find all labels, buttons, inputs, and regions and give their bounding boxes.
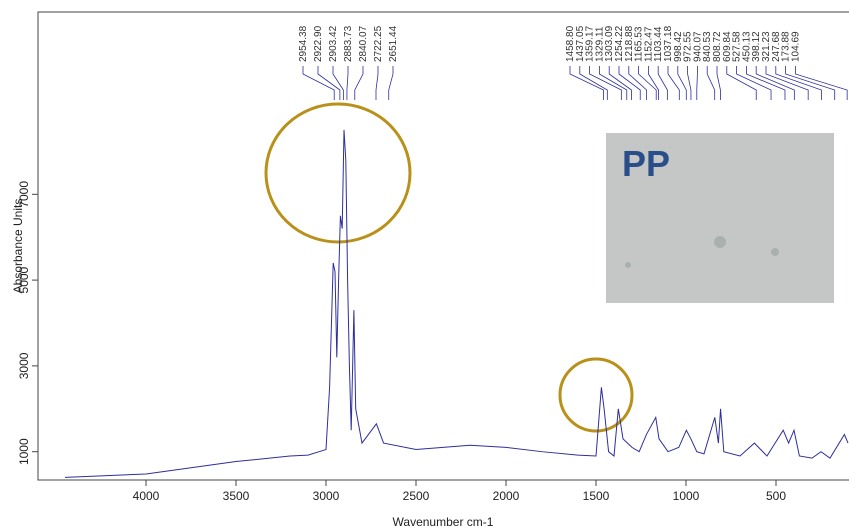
peak-leader: [579, 66, 608, 100]
x-tick-label: 1000: [673, 489, 700, 503]
peak-leader: [648, 66, 659, 100]
peak-label: 1103.44: [653, 26, 664, 62]
inset-speck: [771, 248, 779, 256]
peak-label: 609.84: [722, 31, 733, 62]
highlight-circle: [558, 357, 634, 433]
peak-label: 2903.42: [328, 25, 339, 62]
peak-label: 1037.18: [663, 25, 674, 62]
x-tick-label: 2000: [493, 489, 520, 503]
peak-label: 2954.38: [298, 25, 309, 62]
peak-label: 2840.07: [358, 25, 369, 62]
peak-leader: [375, 66, 379, 100]
x-axis-label: Wavenumber cm-1: [393, 515, 494, 529]
x-tick-label: 500: [766, 489, 786, 503]
y-tick-label: 5000: [17, 266, 31, 293]
x-tick-label: 1500: [583, 489, 610, 503]
y-axis-label: Absorbance Units: [11, 199, 25, 294]
peak-label: 450.13: [741, 31, 752, 62]
peak-leader: [354, 66, 364, 100]
peak-label: 1359.17: [585, 25, 596, 62]
peak-leader: [388, 66, 394, 100]
peak-label: 2722.25: [373, 25, 384, 62]
peak-label: 998.42: [673, 31, 684, 62]
peak-label: 2651.44: [388, 25, 399, 62]
peak-leader: [785, 66, 836, 100]
peak-leader: [589, 66, 622, 100]
peak-label: 808.72: [712, 31, 723, 62]
peak-leader: [346, 66, 349, 100]
x-tick-label: 2500: [403, 489, 430, 503]
peak-label: 1303.09: [604, 25, 615, 62]
peak-label: 1437.05: [575, 25, 586, 62]
peak-leader: [687, 66, 692, 100]
y-tick-label: 7000: [17, 181, 31, 208]
peak-leader: [628, 66, 648, 100]
peak-leader: [317, 66, 341, 100]
peak-leader: [795, 66, 848, 100]
peak-label: 840.53: [702, 31, 713, 62]
y-tick-label: 3000: [17, 352, 31, 379]
peak-leader: [667, 66, 680, 100]
peak-leader: [599, 66, 628, 100]
peak-leader: [746, 66, 786, 100]
peak-label: 173.88: [781, 31, 792, 62]
peak-leader: [775, 66, 822, 100]
peak-leader: [332, 66, 344, 100]
peak-leader: [716, 66, 721, 100]
peak-label: 1165.53: [634, 26, 645, 62]
peak-leader: [657, 66, 668, 100]
x-tick-label: 4000: [133, 489, 160, 503]
peak-label: 1329.11: [594, 26, 605, 62]
peak-leader: [755, 66, 795, 100]
peak-leader: [677, 66, 687, 100]
x-tick-label: 3500: [223, 489, 250, 503]
spectrum-line: [64, 129, 849, 478]
highlight-circle: [264, 102, 412, 244]
inset-photo: [606, 133, 834, 303]
peak-label: 527.58: [732, 31, 743, 62]
inset-label: PP: [622, 143, 670, 184]
peak-leader: [706, 66, 716, 100]
peak-leader: [302, 66, 335, 100]
y-tick-label: 1000: [17, 438, 31, 465]
inset-speck: [714, 236, 726, 248]
peak-label: 940.07: [692, 31, 703, 62]
peak-label: 1458.80: [565, 25, 576, 62]
peak-leader: [765, 66, 809, 100]
peak-leader: [696, 66, 698, 100]
peak-label: 2922.90: [313, 25, 324, 62]
peak-label: 972.55: [683, 31, 694, 62]
peak-label: 104.69: [790, 31, 801, 62]
inset-speck: [625, 262, 631, 268]
peak-label: 1152.47: [643, 26, 654, 62]
x-tick-label: 3000: [313, 489, 340, 503]
peak-leader: [569, 66, 604, 100]
peak-label: 1218.88: [624, 25, 635, 62]
peak-label: 1254.22: [614, 25, 625, 62]
peak-label: 321.23: [761, 31, 772, 62]
peak-leader: [726, 66, 757, 100]
peak-leader: [638, 66, 657, 100]
peak-label: 398.12: [751, 31, 762, 62]
peak-leader: [608, 66, 632, 100]
plot-frame: [37, 11, 849, 481]
peak-label: 247.68: [771, 31, 782, 62]
peak-leader: [618, 66, 641, 100]
peak-label: 2883.73: [343, 25, 354, 62]
peak-leader: [736, 66, 772, 100]
